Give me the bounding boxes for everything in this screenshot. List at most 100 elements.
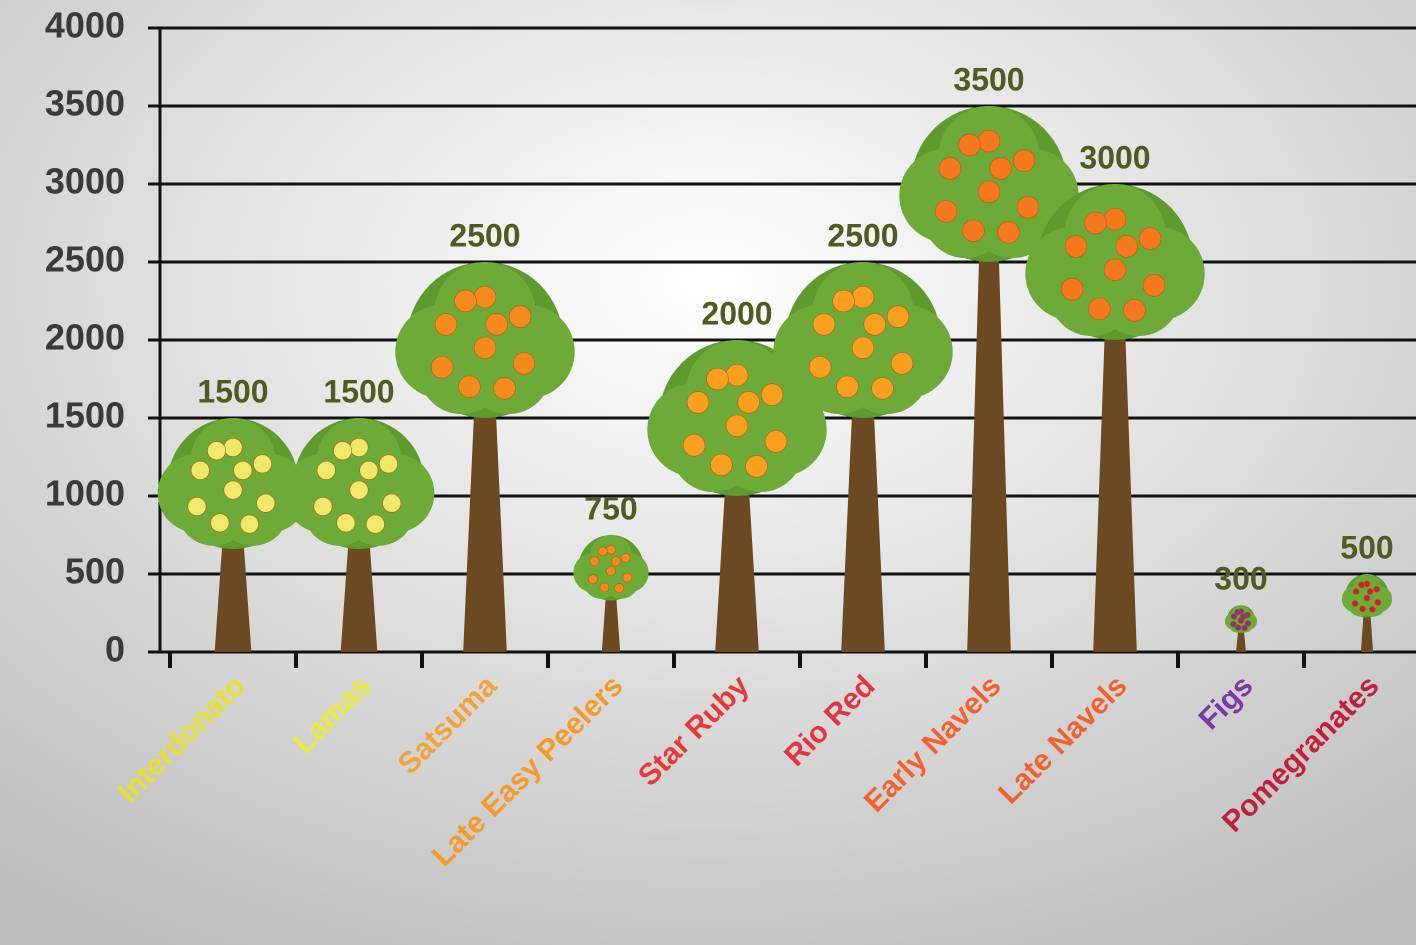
fruit (333, 442, 351, 460)
fruit (978, 130, 1000, 152)
fruit (1375, 599, 1381, 605)
fruit (494, 377, 516, 399)
fruit (1358, 582, 1364, 588)
value-label: 2500 (827, 217, 898, 253)
fruit (746, 455, 768, 477)
fruit (864, 313, 886, 335)
fruit (852, 286, 874, 308)
fruit (350, 438, 368, 456)
fruit (1364, 595, 1370, 601)
fruit (809, 356, 831, 378)
fruit (1374, 586, 1380, 592)
fruit (872, 377, 894, 399)
fruit (1235, 609, 1241, 615)
fruit (1143, 274, 1165, 296)
y-tick-label: 3000 (45, 161, 125, 202)
fruit (606, 545, 615, 554)
y-tick-label: 4000 (45, 5, 125, 46)
fruit (761, 384, 783, 406)
fruit (1367, 588, 1373, 594)
fruit (600, 583, 609, 592)
fruit (598, 547, 607, 556)
fruit (611, 557, 620, 566)
y-tick-label: 1500 (45, 395, 125, 436)
y-tick-label: 2500 (45, 239, 125, 280)
fruit (486, 313, 508, 335)
fruit (509, 306, 531, 328)
fruit (366, 515, 384, 533)
value-label: 3500 (953, 61, 1024, 97)
fruit (1369, 606, 1375, 612)
value-label: 300 (1214, 561, 1267, 597)
value-label: 750 (584, 490, 637, 526)
fruit (891, 352, 913, 374)
fruit (1085, 212, 1107, 234)
fruit (738, 391, 760, 413)
fruit (1353, 588, 1359, 594)
fruit (257, 494, 275, 512)
fruit (998, 221, 1020, 243)
fruit (621, 553, 630, 562)
fruit (1364, 581, 1370, 587)
fruit (253, 455, 271, 473)
value-label: 1500 (197, 373, 268, 409)
fruit (1017, 196, 1039, 218)
fruit (887, 306, 909, 328)
fruit (314, 497, 332, 515)
fruit (959, 134, 981, 156)
y-tick-label: 500 (65, 551, 125, 592)
fruit (383, 494, 401, 512)
fruit (726, 364, 748, 386)
fruit (1139, 228, 1161, 250)
fruit (623, 573, 632, 582)
fruit (990, 157, 1012, 179)
fruit (765, 430, 787, 452)
fruit (224, 438, 242, 456)
fruit (1124, 299, 1146, 321)
fruit (683, 434, 705, 456)
fruit (360, 461, 378, 479)
fruit (687, 391, 709, 413)
fruit (590, 557, 599, 566)
fruit (1065, 235, 1087, 257)
fruit (474, 286, 496, 308)
y-tick-label: 2000 (45, 317, 125, 358)
fruit (1240, 613, 1246, 619)
value-label: 1500 (323, 373, 394, 409)
fruit (513, 352, 535, 374)
fruit (458, 376, 480, 398)
chart: 05001000150020002500300035004000 1500Int… (0, 0, 1416, 945)
fruit (191, 461, 209, 479)
fruit (710, 454, 732, 476)
fruit (240, 515, 258, 533)
fruit (1242, 625, 1248, 631)
fruit (1013, 150, 1035, 172)
fruit (455, 290, 477, 312)
y-tick-label: 3500 (45, 83, 125, 124)
fruit (211, 514, 229, 532)
fruit (852, 337, 874, 359)
fruit (1104, 259, 1126, 281)
fruit (474, 337, 496, 359)
fruit (726, 415, 748, 437)
fruit (939, 157, 961, 179)
fruit (813, 313, 835, 335)
fruit (962, 220, 984, 242)
fruit (234, 461, 252, 479)
fruit (188, 497, 206, 515)
value-label: 3000 (1079, 139, 1150, 175)
page: 05001000150020002500300035004000 1500Int… (0, 0, 1416, 945)
fruit (224, 481, 242, 499)
fruit (836, 376, 858, 398)
fruit (379, 455, 397, 473)
fruit (1116, 235, 1138, 257)
fruit (337, 514, 355, 532)
value-label: 2500 (449, 217, 520, 253)
fruit (588, 575, 597, 584)
fruit (707, 368, 729, 390)
fruit (1104, 208, 1126, 230)
fruit (1088, 298, 1110, 320)
fruit (1360, 606, 1366, 612)
fruit (1352, 600, 1358, 606)
y-tick-label: 0 (105, 629, 125, 670)
